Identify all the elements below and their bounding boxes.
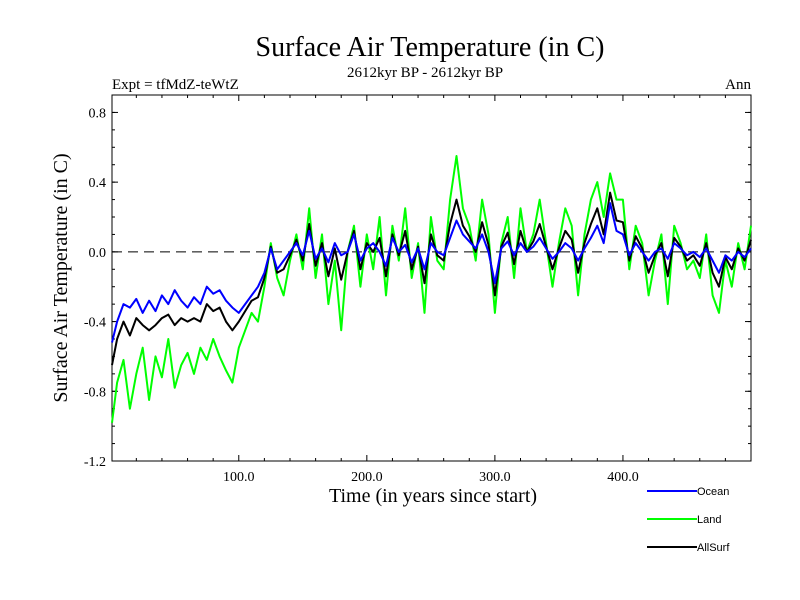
x-tick-label: 300.0	[479, 470, 511, 485]
series-line-land	[111, 155, 752, 423]
season-label: Ann	[725, 77, 751, 93]
series-layer	[111, 155, 752, 423]
x-tick-label: 100.0	[223, 470, 255, 485]
x-tick-label: 200.0	[351, 470, 383, 485]
plot-area	[111, 94, 752, 462]
legend: Ocean Land AllSurf	[647, 486, 730, 554]
x-axis-label: Time (in years since start)	[329, 485, 537, 507]
experiment-label: Expt = tfMdZ-teWtZ	[112, 77, 239, 93]
y-tick-label: -0.4	[84, 316, 106, 331]
legend-label-land: Land	[697, 514, 721, 526]
series-line-allsurf	[111, 191, 752, 366]
y-tick-label: 0.0	[89, 246, 107, 261]
series-line-ocean	[111, 202, 752, 343]
legend-label-allsurf: AllSurf	[697, 542, 730, 554]
chart-title: Surface Air Temperature (in C)	[256, 32, 605, 63]
y-axis-label: Surface Air Temperature (in C)	[50, 153, 72, 402]
y-tick-label: -0.8	[84, 385, 106, 400]
x-axis: 100.0 200.0 300.0 400.0	[135, 95, 726, 485]
y-tick-label: 0.4	[89, 176, 107, 191]
legend-label-ocean: Ocean	[697, 486, 729, 498]
x-tick-label: 400.0	[607, 470, 639, 485]
y-tick-label: -1.2	[84, 455, 106, 470]
chart-subtitle: 2612kyr BP - 2612kyr BP	[347, 65, 503, 81]
y-tick-label: 0.8	[89, 106, 107, 121]
